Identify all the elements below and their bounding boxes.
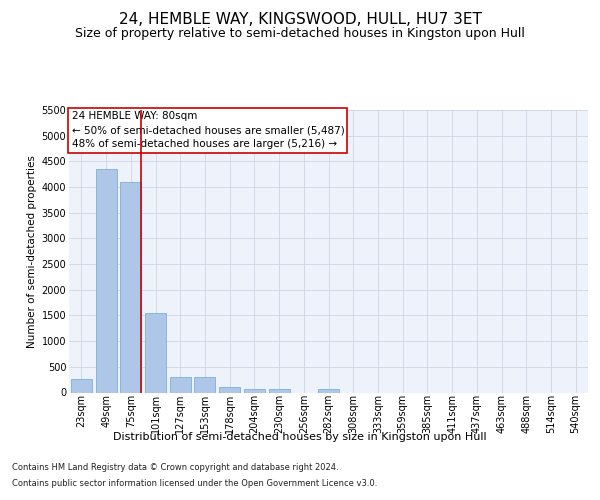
Text: 24 HEMBLE WAY: 80sqm
← 50% of semi-detached houses are smaller (5,487)
48% of se: 24 HEMBLE WAY: 80sqm ← 50% of semi-detac… [71,112,344,150]
Bar [95,169,116,392]
Bar [269,390,290,392]
Bar [170,376,191,392]
Text: Distribution of semi-detached houses by size in Kingston upon Hull: Distribution of semi-detached houses by … [113,432,487,442]
Bar [194,376,215,392]
Text: Size of property relative to semi-detached houses in Kingston upon Hull: Size of property relative to semi-detach… [75,28,525,40]
Bar [244,388,265,392]
Bar [71,378,92,392]
Text: Contains public sector information licensed under the Open Government Licence v3: Contains public sector information licen… [12,478,377,488]
Text: Contains HM Land Registry data © Crown copyright and database right 2024.: Contains HM Land Registry data © Crown c… [12,464,338,472]
Text: 24, HEMBLE WAY, KINGSWOOD, HULL, HU7 3ET: 24, HEMBLE WAY, KINGSWOOD, HULL, HU7 3ET [119,12,481,28]
Bar [120,182,141,392]
Y-axis label: Number of semi-detached properties: Number of semi-detached properties [28,155,37,348]
Bar [145,314,166,392]
Bar [219,387,240,392]
Bar [318,390,339,392]
